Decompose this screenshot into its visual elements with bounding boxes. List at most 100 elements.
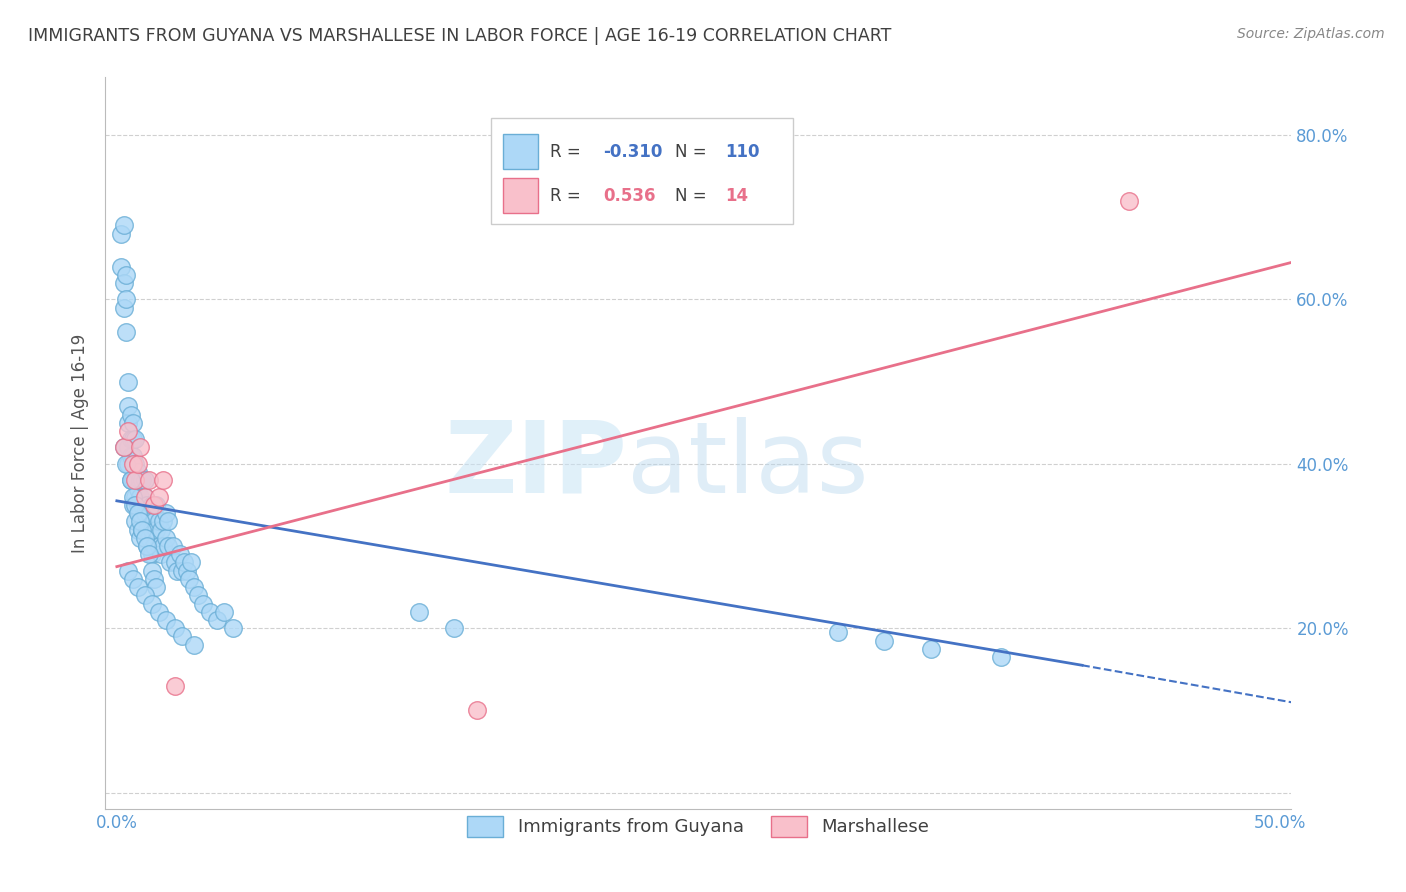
Text: N =: N = <box>675 187 711 205</box>
Point <box>143 572 166 586</box>
Point <box>120 408 142 422</box>
Point <box>129 531 152 545</box>
Point <box>117 416 139 430</box>
Point <box>212 605 235 619</box>
Point <box>129 441 152 455</box>
Point <box>131 523 153 537</box>
Point <box>122 432 145 446</box>
Text: atlas: atlas <box>627 417 869 514</box>
Point <box>141 523 163 537</box>
Point <box>150 523 173 537</box>
Point <box>152 515 174 529</box>
Point <box>117 457 139 471</box>
Point <box>124 498 146 512</box>
Point <box>127 523 149 537</box>
Point <box>127 457 149 471</box>
Point <box>443 621 465 635</box>
Point <box>920 641 942 656</box>
Legend: Immigrants from Guyana, Marshallese: Immigrants from Guyana, Marshallese <box>460 809 936 844</box>
Point <box>112 219 135 233</box>
Point <box>177 572 200 586</box>
Point <box>150 547 173 561</box>
Point <box>115 326 138 340</box>
Text: -0.310: -0.310 <box>603 143 662 161</box>
Point <box>117 564 139 578</box>
Point <box>136 523 159 537</box>
Point <box>143 515 166 529</box>
Point <box>873 633 896 648</box>
Point <box>155 531 177 545</box>
Point <box>134 473 156 487</box>
Point <box>138 506 160 520</box>
Point <box>467 704 489 718</box>
Point <box>127 580 149 594</box>
Point <box>173 556 195 570</box>
Point <box>134 588 156 602</box>
Point <box>143 539 166 553</box>
Point <box>117 441 139 455</box>
Point <box>120 473 142 487</box>
Point <box>141 564 163 578</box>
Point <box>170 564 193 578</box>
Point <box>148 539 170 553</box>
Point <box>156 539 179 553</box>
Point <box>166 564 188 578</box>
Point <box>198 605 221 619</box>
Point <box>127 498 149 512</box>
Point <box>120 449 142 463</box>
Point <box>176 564 198 578</box>
Point <box>163 556 186 570</box>
Point <box>117 375 139 389</box>
Point <box>122 449 145 463</box>
Point <box>148 490 170 504</box>
Point <box>134 490 156 504</box>
Point <box>156 515 179 529</box>
Point <box>124 473 146 487</box>
Point <box>205 613 228 627</box>
Point <box>131 498 153 512</box>
Point <box>115 268 138 282</box>
Point <box>180 556 202 570</box>
Point <box>222 621 245 635</box>
Point <box>138 531 160 545</box>
Text: 0.536: 0.536 <box>603 187 657 205</box>
Point <box>187 588 209 602</box>
Text: ZIP: ZIP <box>444 417 627 514</box>
Point <box>408 605 430 619</box>
Point <box>136 539 159 553</box>
Point <box>122 416 145 430</box>
Point <box>115 457 138 471</box>
Text: IMMIGRANTS FROM GUYANA VS MARSHALLESE IN LABOR FORCE | AGE 16-19 CORRELATION CHA: IMMIGRANTS FROM GUYANA VS MARSHALLESE IN… <box>28 27 891 45</box>
Point <box>169 547 191 561</box>
Point <box>124 457 146 471</box>
Point <box>120 432 142 446</box>
Point <box>129 490 152 504</box>
Point <box>127 506 149 520</box>
Point <box>129 473 152 487</box>
Point <box>112 301 135 315</box>
Point <box>124 515 146 529</box>
Point <box>1118 194 1140 208</box>
Point <box>122 572 145 586</box>
Point <box>145 580 167 594</box>
Point <box>162 539 184 553</box>
Point <box>117 399 139 413</box>
Point <box>145 523 167 537</box>
Point <box>155 506 177 520</box>
Point <box>129 506 152 520</box>
Point <box>122 490 145 504</box>
Point <box>131 523 153 537</box>
Point <box>124 490 146 504</box>
Point <box>120 473 142 487</box>
Point <box>136 498 159 512</box>
Text: N =: N = <box>675 143 711 161</box>
Point <box>115 293 138 307</box>
Point <box>152 539 174 553</box>
Point <box>134 490 156 504</box>
Point <box>117 424 139 438</box>
Point <box>143 498 166 512</box>
Point <box>134 506 156 520</box>
Point <box>134 531 156 545</box>
FancyBboxPatch shape <box>491 118 793 224</box>
Point <box>138 473 160 487</box>
